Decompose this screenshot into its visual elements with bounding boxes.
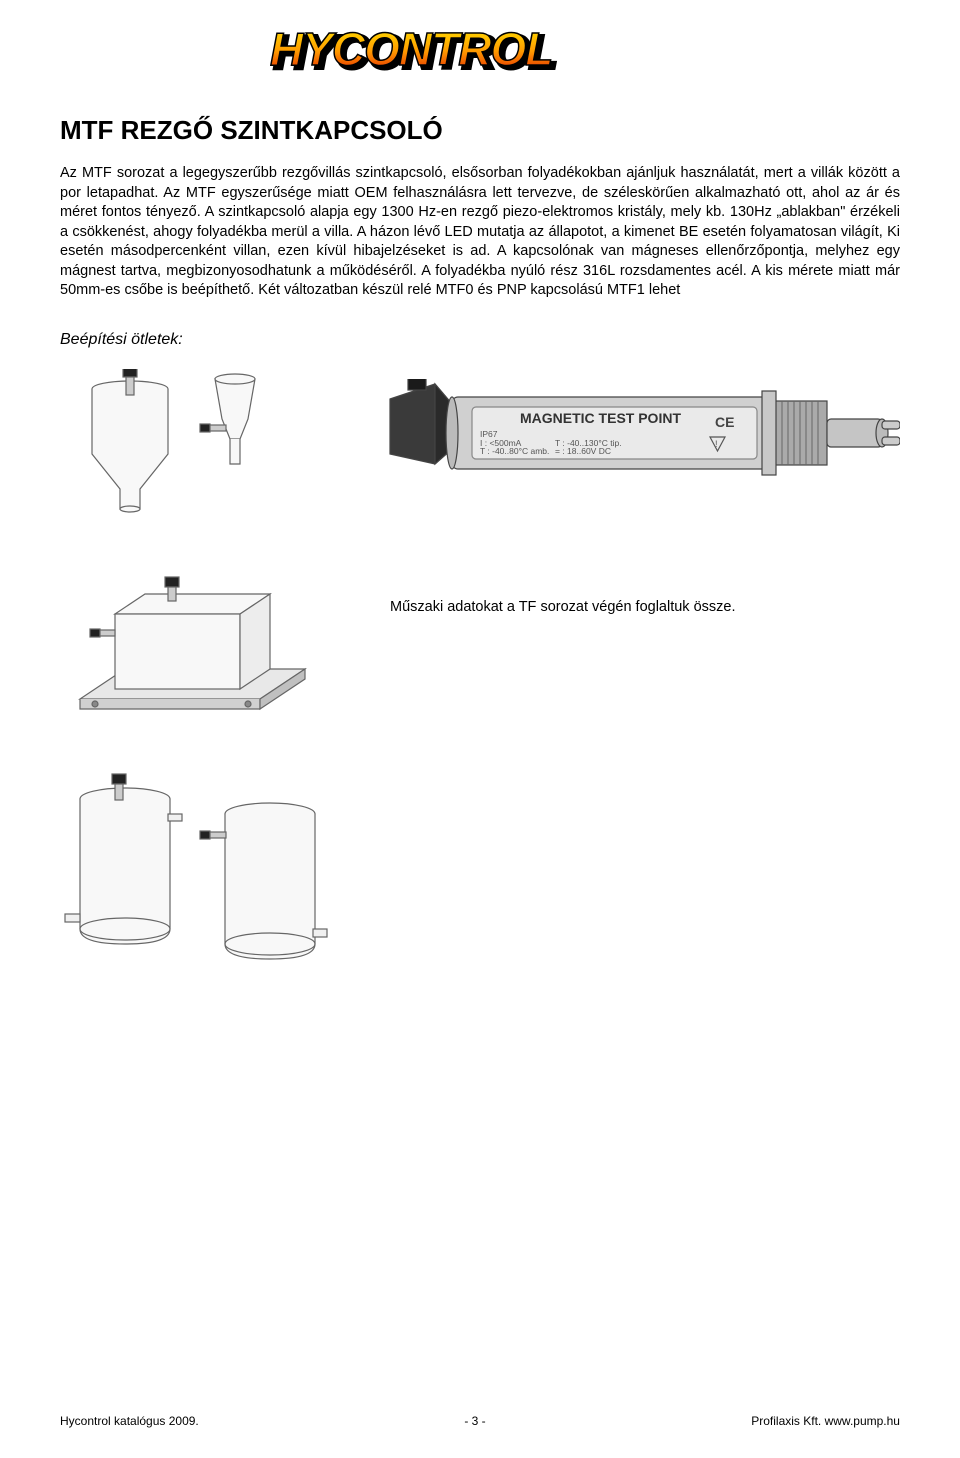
- cylinder-tank-diagram: [65, 774, 327, 959]
- footer-right: Profilaxis Kft. www.pump.hu: [751, 1414, 900, 1428]
- page-title: MTF REZGŐ SZINTKAPCSOLÓ: [60, 115, 900, 146]
- subheading: Beépítési ötletek:: [60, 331, 900, 349]
- sensor-label-voltage: = : 18..60V DC: [555, 446, 611, 456]
- header-logo: HYCONTROL HYCONTROL: [60, 20, 900, 85]
- sensor-device-svg: MAGNETIC TEST POINT IP67 I : <500mA T : …: [380, 379, 900, 529]
- diagrams-area: MAGNETIC TEST POINT IP67 I : <500mA T : …: [60, 369, 900, 1009]
- left-diagrams-svg: [60, 369, 360, 1009]
- funnel-tank-top-diagram: [92, 369, 255, 512]
- page-footer: Hycontrol katalógus 2009. - 3 - Profilax…: [60, 1414, 900, 1428]
- footer-left: Hycontrol katalógus 2009.: [60, 1414, 199, 1428]
- footer-center: - 3 -: [464, 1414, 485, 1428]
- box-tank-diagram: [80, 577, 305, 709]
- company-logo: HYCONTROL HYCONTROL: [270, 20, 690, 80]
- spec-note: Műszaki adatokat a TF sorozat végén fogl…: [390, 599, 736, 615]
- sensor-device-diagram: MAGNETIC TEST POINT IP67 I : <500mA T : …: [380, 379, 900, 529]
- body-paragraph: Az MTF sorozat a legegyszerűbb rezgővill…: [60, 164, 900, 301]
- sensor-label-temp: T : -40..80°C amb.: [480, 446, 549, 456]
- sensor-label-title: MAGNETIC TEST POINT: [520, 410, 681, 426]
- installation-diagrams-column: [60, 369, 360, 1009]
- ce-mark: CE: [715, 414, 734, 430]
- svg-text:HYCONTROL: HYCONTROL: [270, 23, 552, 75]
- svg-text:!: !: [715, 439, 718, 449]
